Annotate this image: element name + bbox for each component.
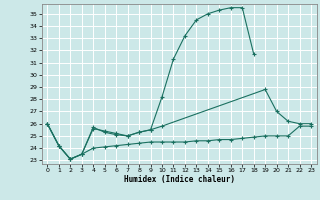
X-axis label: Humidex (Indice chaleur): Humidex (Indice chaleur) [124, 175, 235, 184]
